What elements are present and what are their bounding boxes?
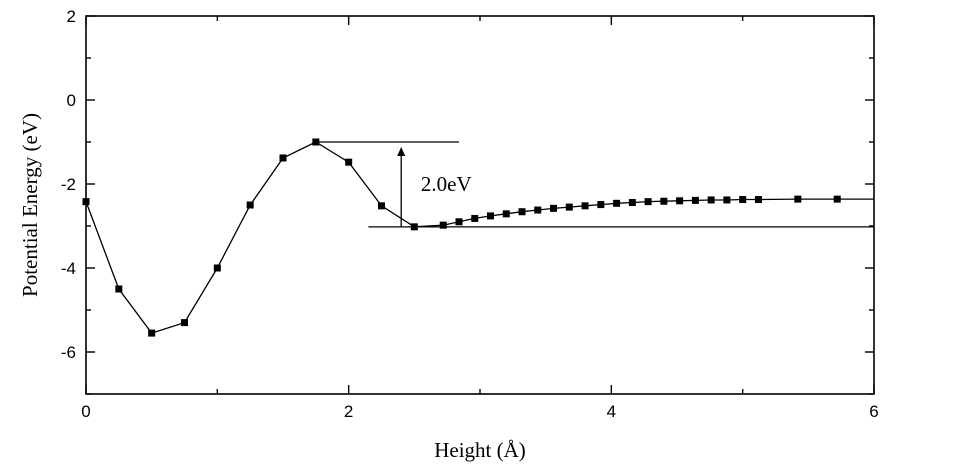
data-point [723, 196, 731, 204]
data-point [213, 264, 221, 272]
data-point [754, 196, 762, 204]
barrier-label: 2.0eV [421, 172, 472, 196]
data-point [597, 201, 605, 209]
data-point [455, 218, 463, 226]
x-axis-title: Height (Å) [434, 438, 526, 462]
barrier-annotation: 2.0eV [318, 141, 874, 228]
data-point [345, 158, 353, 166]
x-tick-label: 6 [869, 402, 878, 421]
data-point [707, 196, 715, 204]
energy-series [82, 138, 874, 337]
data-point [148, 329, 156, 337]
y-tick-label: 0 [67, 91, 76, 110]
y-axis-title: Potential Energy (eV) [18, 113, 42, 297]
data-point [581, 202, 589, 210]
data-point [833, 195, 841, 203]
data-point [676, 197, 684, 205]
data-point [181, 319, 188, 327]
data-point [115, 285, 123, 293]
data-point [739, 196, 747, 204]
data-point [794, 195, 802, 203]
data-point [644, 198, 652, 206]
data-point [378, 202, 385, 210]
plot-frame [85, 15, 875, 395]
data-point [487, 212, 495, 220]
data-point [439, 221, 447, 229]
x-tick-label: 0 [81, 402, 90, 421]
data-point [471, 214, 479, 222]
y-tick-label: -6 [61, 343, 76, 362]
data-point [312, 138, 320, 146]
data-point [246, 201, 254, 209]
data-point [565, 203, 573, 211]
axis-tick-labels: 0 2 4 6 2 0 -2 -4 -6 [61, 7, 879, 421]
data-point [691, 196, 699, 204]
x-tick-label: 4 [607, 402, 616, 421]
y-tick-label: 2 [67, 7, 76, 26]
data-point [518, 208, 526, 216]
y-tick-label: -2 [61, 175, 76, 194]
y-tick-label: -4 [61, 259, 76, 278]
axis-ticks [85, 15, 875, 395]
data-point [550, 204, 558, 212]
x-tick-label: 2 [344, 402, 353, 421]
data-point [279, 154, 287, 162]
data-point [534, 206, 542, 214]
data-point [660, 197, 668, 205]
data-point [502, 210, 510, 218]
data-point [613, 199, 621, 207]
series-line [85, 141, 874, 334]
data-point [628, 198, 636, 206]
